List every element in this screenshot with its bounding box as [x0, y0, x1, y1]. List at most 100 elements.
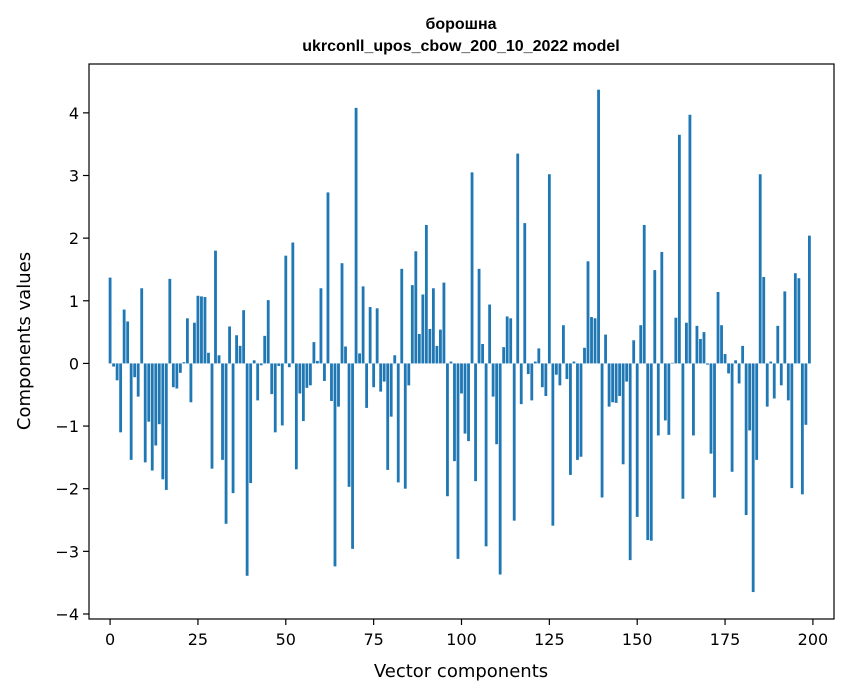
bar — [456, 363, 460, 559]
bar — [790, 363, 794, 489]
bar — [410, 285, 414, 364]
bar — [762, 276, 766, 364]
x-tick-label: 100 — [446, 630, 477, 649]
bar — [249, 363, 253, 484]
x-tick-label: 175 — [710, 630, 741, 649]
y-axis-label: Components values — [14, 252, 35, 430]
bar — [737, 363, 741, 384]
bar — [498, 363, 502, 575]
bar — [337, 363, 340, 407]
bar — [196, 295, 200, 364]
bar — [656, 363, 660, 436]
bar — [259, 363, 263, 366]
bar — [133, 363, 137, 378]
bar — [189, 363, 193, 403]
bar — [129, 363, 133, 460]
bar — [586, 261, 590, 364]
bar — [287, 363, 291, 368]
bar — [453, 363, 456, 462]
bar — [308, 363, 312, 386]
bar — [231, 363, 235, 494]
bar — [646, 363, 650, 541]
bar — [171, 363, 175, 388]
bar — [368, 307, 372, 364]
bar — [470, 172, 474, 364]
bar — [474, 363, 477, 482]
bar — [565, 363, 569, 380]
bar — [720, 325, 723, 364]
bar — [312, 342, 316, 364]
bar — [551, 363, 555, 526]
x-tick-label: 75 — [363, 630, 383, 649]
bar — [431, 288, 435, 364]
bar — [727, 363, 730, 374]
bar — [558, 363, 562, 386]
y-axis-ticks: −4 −3 −2 −1 0 1 2 3 4 — [55, 104, 89, 624]
bar — [389, 363, 393, 417]
bar — [639, 325, 643, 364]
bar — [140, 288, 144, 364]
bar — [442, 282, 446, 364]
bar — [808, 235, 811, 364]
bar — [280, 363, 284, 426]
x-tick-label: 25 — [188, 630, 208, 649]
bar — [741, 345, 745, 364]
bar — [547, 174, 551, 364]
bar — [122, 309, 126, 364]
bar — [330, 363, 333, 401]
bar — [590, 317, 593, 364]
bar — [193, 322, 196, 364]
bar — [242, 310, 246, 364]
bar — [695, 325, 699, 364]
bar — [776, 325, 780, 364]
bar — [424, 224, 428, 364]
bar — [316, 360, 319, 364]
bar — [245, 363, 249, 576]
bar — [523, 223, 527, 364]
bar — [713, 363, 716, 498]
bar — [593, 318, 597, 364]
bar — [154, 363, 158, 446]
y-tick-label: 2 — [69, 229, 79, 248]
plot-frame — [88, 63, 835, 620]
bar — [396, 363, 400, 483]
bar — [108, 277, 112, 364]
x-tick-label: 200 — [798, 630, 829, 649]
bar — [635, 363, 639, 517]
bar — [375, 308, 379, 364]
bar — [723, 354, 727, 364]
bar — [270, 363, 274, 395]
bar — [414, 251, 418, 364]
bar — [347, 363, 351, 487]
bar — [597, 89, 600, 364]
y-tick-label: 3 — [69, 167, 79, 186]
bar — [358, 353, 361, 364]
bar — [618, 363, 622, 396]
bar — [417, 333, 421, 364]
bar — [797, 278, 801, 364]
bar — [688, 114, 692, 364]
bar — [516, 153, 520, 364]
bar — [481, 344, 484, 364]
bar — [786, 363, 790, 401]
bar — [699, 338, 702, 364]
bar — [263, 335, 267, 364]
bar — [621, 363, 625, 465]
bar — [210, 363, 214, 469]
bar — [203, 297, 207, 364]
bar — [354, 107, 358, 364]
bar — [266, 300, 270, 364]
bar — [751, 363, 755, 593]
y-tick-label: −1 — [55, 417, 79, 436]
y-tick-label: 4 — [69, 104, 79, 123]
y-tick-label: 0 — [69, 354, 79, 373]
bar — [301, 363, 305, 422]
bar — [143, 363, 147, 463]
bar — [228, 326, 231, 364]
bar — [502, 347, 506, 364]
bar — [235, 335, 238, 364]
chart-title: борошна — [425, 16, 496, 33]
y-tick-label: −2 — [55, 480, 79, 499]
bar — [804, 363, 808, 425]
